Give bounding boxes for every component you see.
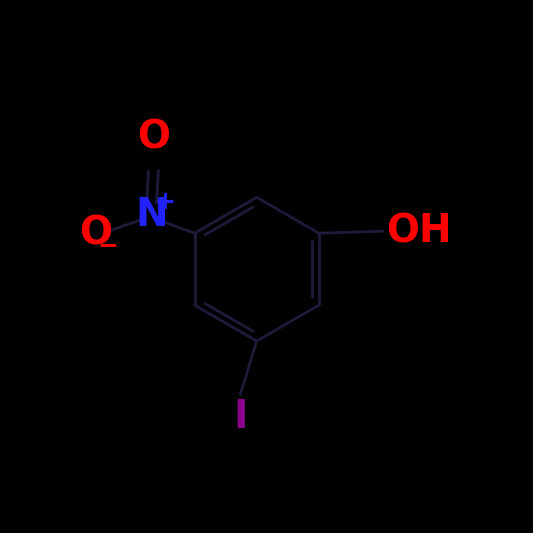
Text: I: I bbox=[233, 398, 248, 435]
Text: O: O bbox=[137, 118, 170, 156]
Text: −: − bbox=[97, 233, 118, 257]
Text: +: + bbox=[154, 190, 175, 214]
Text: O: O bbox=[79, 214, 112, 252]
Text: OH: OH bbox=[386, 212, 451, 250]
Text: N: N bbox=[135, 196, 168, 234]
